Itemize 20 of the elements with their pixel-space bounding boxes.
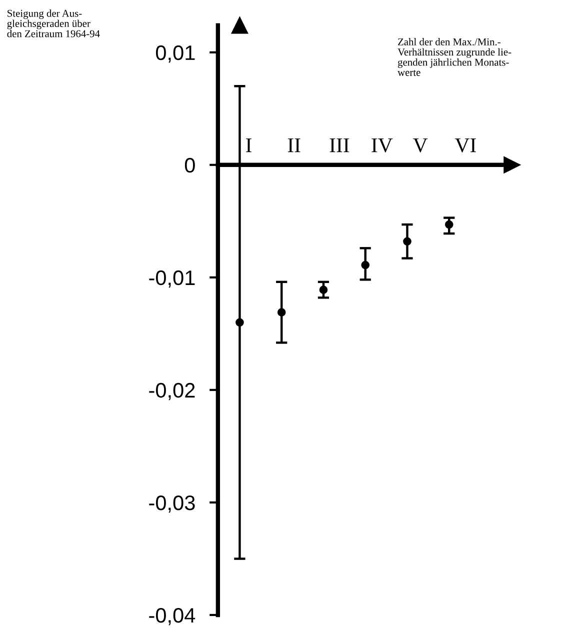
x-tick-label: II [288,138,300,152]
y-tick-label: -0,01 [149,270,195,288]
point [403,237,412,246]
x-tick-label: IV [372,138,393,152]
point [361,260,370,270]
y-tick-label: -0,04 [149,608,196,626]
y-tick-label: -0,02 [149,382,195,400]
x-axis-title: Zahl der den Max./Min.- Verhältnissen zugrunde lie- genden jährlichen Monats- werte [398,38,512,76]
y-tick-label: 0 [184,158,195,173]
point [319,286,328,294]
point [444,220,454,229]
point [277,308,286,316]
y-axis-title: Steigung der Aus- gleichsgeraden über den Zeitraum 1964-94 [7,10,100,38]
x-tick-label: III [330,138,350,152]
x-tick-label: VI [454,138,476,152]
y-tick-label: 0,01 [156,45,195,63]
x-tick-label: I [246,138,252,152]
point [236,318,244,327]
y-tick-label: -0,03 [149,495,195,513]
x-tick-label: V [413,138,428,152]
